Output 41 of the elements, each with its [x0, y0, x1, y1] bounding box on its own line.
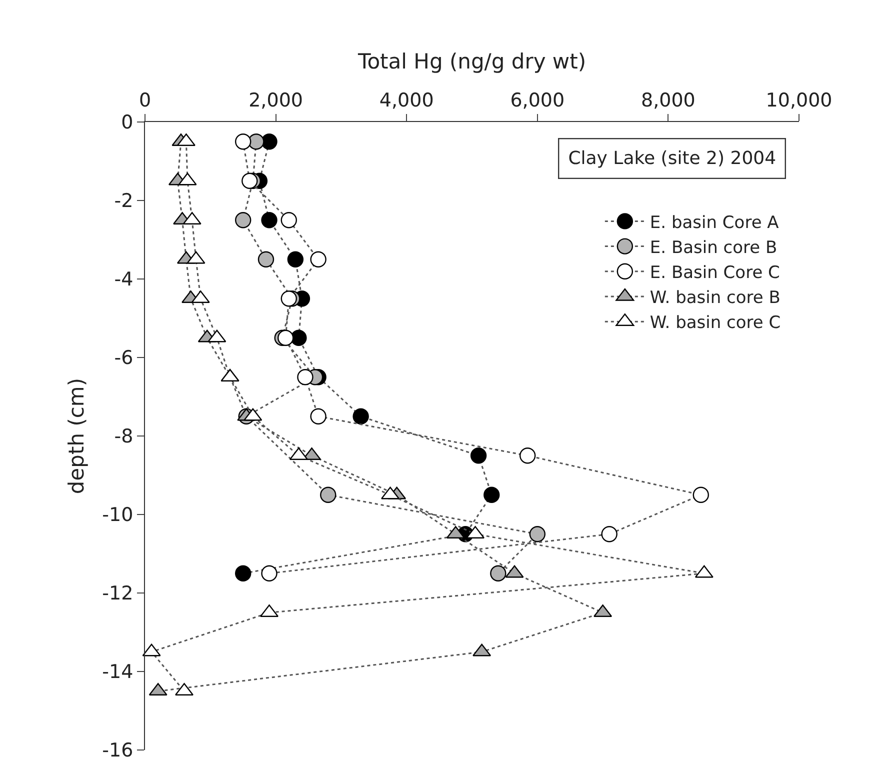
y-tick-label: 0	[121, 112, 134, 134]
y-tick-label: -6	[114, 347, 134, 370]
x-axis-title: Total Hg (ng/g dry wt)	[356, 50, 586, 74]
y-axis-title: depth (cm)	[64, 378, 88, 494]
point	[280, 290, 297, 307]
x-tick-label: 4,000	[379, 89, 434, 112]
point	[529, 526, 546, 542]
point	[290, 330, 307, 346]
point	[287, 251, 304, 268]
x-tick-label: 2,000	[248, 89, 304, 112]
point	[235, 212, 252, 228]
point	[484, 486, 500, 503]
point	[258, 251, 274, 268]
point	[297, 369, 314, 386]
point	[470, 448, 487, 464]
legend-title: Clay Lake (site 2) 2004	[568, 148, 776, 170]
y-tick-label: -12	[102, 582, 134, 605]
point	[490, 565, 506, 582]
x-tick-label: 0	[138, 89, 152, 112]
point	[352, 408, 369, 424]
x-tick-label: 8,000	[640, 89, 696, 112]
point	[320, 486, 336, 503]
x-tick-label: 10,000	[766, 89, 832, 112]
x-tick-label: 6,000	[510, 89, 565, 112]
y-tick-label: -10	[102, 504, 134, 526]
legend-label: W. basin core B	[650, 288, 780, 308]
legend-label: E. Basin Core C	[650, 263, 780, 284]
y-tick-label: -4	[114, 268, 134, 291]
point	[248, 134, 264, 150]
legend-label: E. Basin core B	[650, 238, 778, 258]
point	[235, 565, 252, 582]
legend-label: W. basin core C	[650, 313, 781, 334]
point	[242, 172, 258, 189]
y-tick-label: -2	[114, 190, 134, 212]
point	[278, 330, 294, 346]
legend-label: E. basin Core A	[650, 212, 780, 233]
y-tick-label: -14	[102, 661, 134, 684]
point	[261, 134, 278, 150]
y-tick-label: -16	[102, 740, 134, 762]
y-tick-label: -8	[114, 426, 134, 448]
point	[261, 212, 278, 228]
